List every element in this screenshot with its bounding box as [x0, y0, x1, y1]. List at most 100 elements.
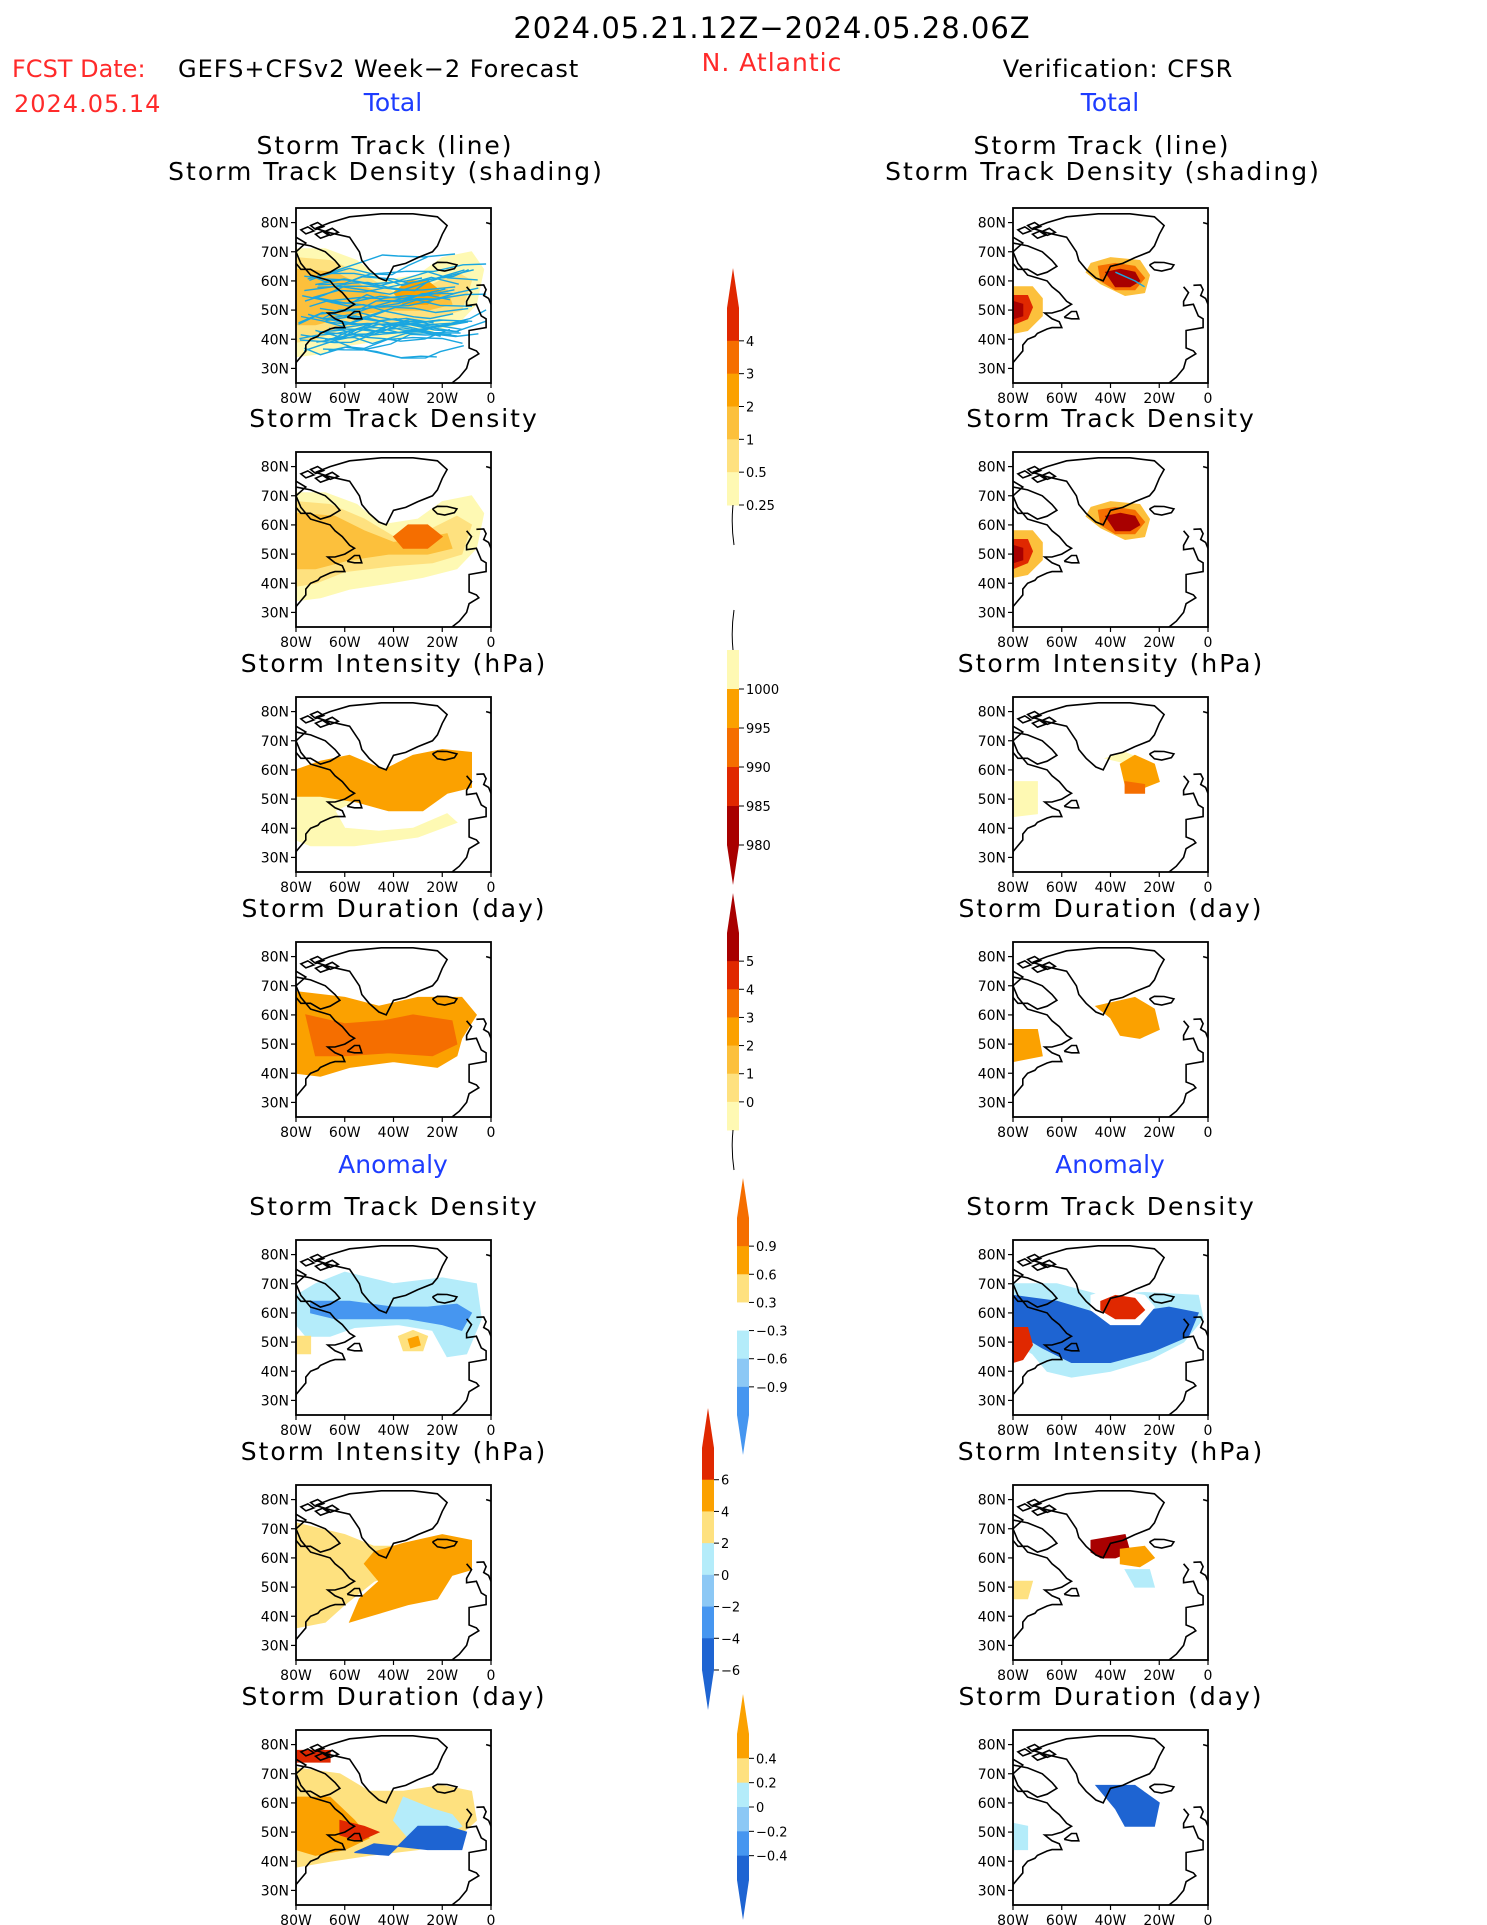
- x-tick-label: 20W: [1143, 635, 1175, 651]
- x-tick-label: 80W: [280, 1423, 312, 1439]
- x-tick-label: 60W: [1046, 1668, 1078, 1684]
- colorbar-segment: [727, 1073, 739, 1103]
- y-tick-label: 80N: [978, 1248, 1006, 1264]
- shading-region: [1013, 544, 1024, 564]
- x-tick-label: 20W: [426, 1423, 458, 1439]
- shading-region: [354, 1825, 468, 1856]
- y-tick-label: 60N: [261, 274, 289, 290]
- y-tick-label: 50N: [978, 1580, 1006, 1596]
- y-tick-label: 80N: [978, 216, 1006, 232]
- y-tick-label: 50N: [261, 303, 289, 319]
- x-tick-label: 60W: [329, 1423, 361, 1439]
- x-tick-label: 0: [1204, 1913, 1213, 1925]
- map-axes: 80N 70N 60N 50N 40N 30N 80W 60W 40W 20W 0: [978, 451, 1212, 651]
- verification-total-heading: Total: [1080, 88, 1140, 117]
- coastline: [296, 1735, 491, 1905]
- coastline: [1013, 1245, 1208, 1415]
- y-tick-label: 70N: [978, 979, 1006, 995]
- colorbar-segment: [727, 308, 739, 342]
- panel-title: Storm Track (line): [973, 131, 1231, 160]
- map-axes: 80N 70N 60N 50N 40N 30N 80W 60W 40W 20W 0: [978, 941, 1212, 1141]
- colorbar-arrow: [737, 1178, 749, 1218]
- y-tick-label: 60N: [978, 274, 1006, 290]
- x-tick-label: 80W: [280, 1913, 312, 1925]
- colorbar-label: 0.3: [756, 1296, 777, 1311]
- x-tick-label: 60W: [1046, 1125, 1078, 1141]
- x-tick-label: 40W: [1095, 391, 1127, 407]
- colorbar-label: −0.6: [756, 1353, 788, 1368]
- colorbar-label: 0.25: [746, 499, 775, 514]
- panel-title: Storm Duration (day): [958, 894, 1264, 923]
- y-tick-label: 60N: [978, 1008, 1006, 1024]
- colorbar-segment: [737, 1246, 749, 1275]
- y-tick-label: 60N: [261, 1306, 289, 1322]
- colorbar-label: 6: [721, 1474, 729, 1489]
- map-axes: 80N 70N 60N 50N 40N 30N 80W 60W 40W 20W 0: [261, 1729, 495, 1925]
- y-tick-label: 70N: [261, 1522, 289, 1538]
- y-tick-label: 80N: [978, 1738, 1006, 1754]
- map-frame: [1012, 1729, 1209, 1906]
- shading-region: [339, 1819, 381, 1842]
- coastline: [296, 946, 491, 1117]
- colorbar-segment: [737, 1274, 749, 1303]
- map-axes: 80N 70N 60N 50N 40N 30N 80W 60W 40W 20W 0: [261, 451, 496, 651]
- colorbar-label: 1000: [746, 683, 779, 698]
- colorbar-segment: [737, 1782, 749, 1808]
- y-tick-label: 50N: [261, 1580, 289, 1596]
- x-tick-label: 40W: [378, 1423, 410, 1439]
- x-tick-label: 60W: [1046, 880, 1078, 896]
- y-tick-label: 40N: [978, 1854, 1006, 1870]
- y-tick-label: 80N: [261, 1493, 289, 1509]
- colorbar-label: 0.5: [746, 466, 767, 481]
- y-tick-label: 40N: [978, 821, 1006, 837]
- y-tick-label: 30N: [978, 850, 1006, 866]
- fcst-date-value: 2024.05.14: [14, 90, 162, 118]
- colorbar-label: −6: [721, 1664, 740, 1679]
- y-tick-label: 50N: [261, 1037, 289, 1053]
- colorbar-segment: [702, 1606, 714, 1639]
- shading-region: [1104, 512, 1141, 532]
- x-tick-label: 20W: [426, 1125, 458, 1141]
- x-tick-label: 60W: [329, 391, 361, 407]
- shading-region: [1094, 996, 1160, 1039]
- x-tick-label: 40W: [378, 1668, 410, 1684]
- verification-map-panel: 80N 70N 60N 50N 40N 30N 80W 60W 40W 20W 0: [978, 1729, 1213, 1925]
- forecast-anomaly-heading: Anomaly: [338, 1150, 448, 1179]
- x-tick-label: 20W: [1143, 1913, 1175, 1925]
- y-tick-label: 30N: [978, 1095, 1006, 1111]
- x-tick-label: 40W: [1095, 635, 1127, 651]
- forecast-map-panel: 80N 70N 60N 50N 40N 30N 80W 60W 40W 20W 0: [261, 207, 496, 407]
- y-tick-label: 40N: [261, 1364, 289, 1380]
- coastline: [1013, 1490, 1208, 1660]
- colorbar-label: −0.9: [756, 1381, 788, 1396]
- colorbar-label: 4: [721, 1505, 729, 1520]
- y-tick-label: 50N: [261, 1335, 289, 1351]
- shading-region: [1013, 781, 1038, 818]
- colorbar-label: 985: [746, 800, 771, 815]
- panel-title: Storm Track Density: [249, 404, 539, 433]
- y-tick-label: 50N: [261, 1825, 289, 1841]
- total-duration-colorbar: 5 4 3 2 1 0: [727, 893, 754, 1171]
- y-tick-label: 70N: [261, 1767, 289, 1783]
- colorbar-label: 0.9: [756, 1240, 777, 1255]
- y-tick-label: 30N: [978, 361, 1006, 377]
- x-tick-label: 40W: [378, 880, 410, 896]
- y-tick-label: 30N: [978, 605, 1006, 621]
- verification-map-panel: 80N 70N 60N 50N 40N 30N 80W 60W 40W 20W 0: [978, 696, 1212, 896]
- y-tick-label: 60N: [978, 518, 1006, 534]
- colorbar-label: −0.2: [756, 1825, 788, 1840]
- y-tick-label: 50N: [978, 303, 1006, 319]
- y-tick-label: 30N: [261, 1095, 289, 1111]
- y-tick-label: 40N: [978, 1609, 1006, 1625]
- colorbar-arrow: [737, 1880, 749, 1920]
- x-tick-label: 0: [487, 391, 496, 407]
- total-density-colorbar: 4 3 2 1 0.5 0.25: [727, 268, 775, 546]
- map-frame: [1012, 451, 1209, 628]
- x-tick-label: 0: [487, 635, 496, 651]
- colorbar-segment: [737, 1831, 749, 1857]
- y-tick-label: 40N: [261, 1066, 289, 1082]
- colorbar-label: 3: [746, 1011, 754, 1026]
- y-tick-label: 30N: [261, 361, 289, 377]
- colorbar-segment: [727, 989, 739, 1018]
- colorbar-label: 1: [746, 433, 754, 448]
